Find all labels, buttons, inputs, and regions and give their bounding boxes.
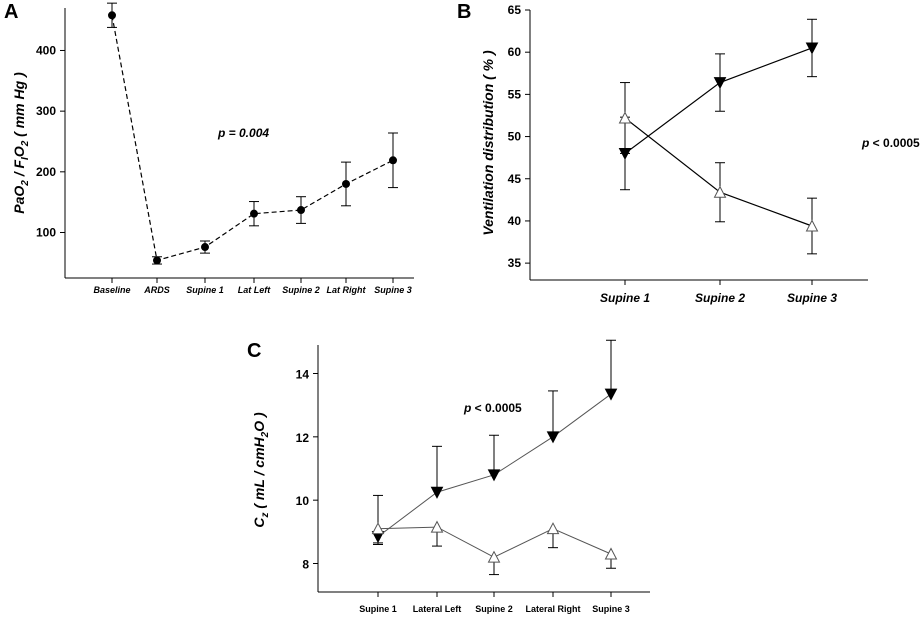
chart-b-y-tick-label-0: 35 bbox=[508, 256, 522, 270]
chart-c-x-tick-label-0: Supine 1 bbox=[359, 604, 397, 614]
chart-c-series-1-point-2 bbox=[487, 550, 501, 563]
chart-a-x-tick-label-4: Supine 2 bbox=[282, 285, 320, 295]
chart-b-y-tick-label-3: 50 bbox=[508, 130, 522, 144]
chart-c-series-1-point-0 bbox=[371, 522, 385, 535]
chart-a: PaO2 / FIO2 ( mm Hg ) p = 0.004 100 200 30… bbox=[11, 2, 414, 295]
chart-b-p-value: p < 0.0005 bbox=[861, 136, 920, 150]
chart-a-point-6 bbox=[389, 156, 397, 165]
chart-c-y-tick-label-3: 14 bbox=[296, 368, 310, 382]
chart-a-point-1 bbox=[153, 256, 161, 265]
chart-c-x-tick-label-4: Supine 3 bbox=[592, 604, 630, 614]
chart-b-series-0-point-1 bbox=[713, 77, 727, 90]
chart-c-series-0-point-2 bbox=[487, 469, 501, 482]
chart-b-y-tick-label-5: 60 bbox=[508, 45, 522, 59]
chart-a-y-tick-label-3: 400 bbox=[36, 43, 56, 57]
chart-c-x-tick-label-1: Lateral Left bbox=[413, 604, 462, 614]
chart-a-x-tick-label-0: Baseline bbox=[93, 285, 130, 295]
chart-c-series-0-point-4 bbox=[604, 388, 618, 401]
chart-c-series-1-point-4 bbox=[604, 547, 618, 560]
chart-c-y-tick-label-2: 12 bbox=[296, 431, 310, 445]
chart-b-series-1-line bbox=[624, 117, 813, 227]
chart-b-series-1-point-2 bbox=[805, 219, 819, 232]
panel-letter-c: C bbox=[247, 340, 261, 362]
chart-a-y-label: PaO2 / FIO2 ( mm Hg ) bbox=[11, 72, 31, 214]
chart-b-x-tick-label-0: Supine 1 bbox=[600, 291, 650, 305]
chart-b: Ventilation distribution ( % ) p < 0.000… bbox=[480, 3, 920, 305]
chart-a-x-tick-label-3: Lat Left bbox=[238, 285, 272, 295]
chart-c-p-value: p < 0.0005 bbox=[463, 401, 522, 415]
chart-c-x-tick-label-2: Supine 2 bbox=[475, 604, 513, 614]
chart-b-y-tick-label-1: 40 bbox=[508, 214, 522, 228]
chart-b-series-0-line bbox=[624, 47, 813, 154]
chart-b-x-tick-label-2: Supine 3 bbox=[787, 291, 837, 305]
chart-a-x-tick-label-2: Supine 1 bbox=[186, 285, 224, 295]
chart-b-series-0-point-0 bbox=[618, 147, 632, 161]
chart-a-y-tick-label-0: 100 bbox=[36, 225, 56, 239]
chart-b-series-1-point-1 bbox=[713, 185, 727, 198]
chart-c-y-tick-label-1: 10 bbox=[296, 494, 310, 508]
chart-a-point-3 bbox=[250, 209, 258, 218]
chart-c-series-1-point-1 bbox=[430, 520, 444, 533]
chart-a-x-tick-label-6: Supine 3 bbox=[374, 285, 412, 295]
chart-a-y-tick-label-1: 200 bbox=[36, 165, 56, 179]
chart-c-series-0-point-1 bbox=[430, 486, 444, 499]
panel-letter-a: A bbox=[4, 1, 18, 23]
chart-b-y-tick-label-2: 45 bbox=[508, 172, 522, 186]
chart-c-x-tick-label-3: Lateral Right bbox=[525, 604, 580, 614]
chart-c-y-label: Cz ( mL / cmH2O ) bbox=[251, 412, 271, 528]
chart-a-p-value: p = 0.004 bbox=[217, 126, 269, 140]
chart-b-series-1-point-0 bbox=[618, 111, 632, 124]
chart-a-x-tick-label-5: Lat Right bbox=[327, 285, 367, 295]
chart-a-point-4 bbox=[297, 206, 305, 215]
chart-a-x-tick-label-1: ARDS bbox=[143, 285, 170, 295]
chart-b-y-tick-label-4: 55 bbox=[508, 87, 522, 101]
chart-b-series-0-point-2 bbox=[805, 42, 819, 55]
chart-c: Cz ( mL / cmH2O ) p < 0.0005 8 10 12 14 Supi… bbox=[251, 339, 650, 614]
panel-letter-b: B bbox=[457, 1, 471, 23]
chart-c-series-0-point-3 bbox=[546, 431, 560, 444]
chart-a-point-0 bbox=[108, 11, 116, 20]
chart-a-point-2 bbox=[201, 243, 209, 252]
chart-c-series-1-point-3 bbox=[546, 522, 560, 535]
chart-b-x-tick-label-1: Supine 2 bbox=[695, 291, 745, 305]
chart-c-y-tick-label-0: 8 bbox=[302, 558, 309, 572]
chart-b-y-label: Ventilation distribution ( % ) bbox=[480, 50, 496, 236]
chart-a-point-5 bbox=[342, 179, 350, 188]
chart-a-y-tick-label-2: 300 bbox=[36, 104, 56, 118]
chart-b-y-tick-label-6: 65 bbox=[508, 3, 522, 17]
